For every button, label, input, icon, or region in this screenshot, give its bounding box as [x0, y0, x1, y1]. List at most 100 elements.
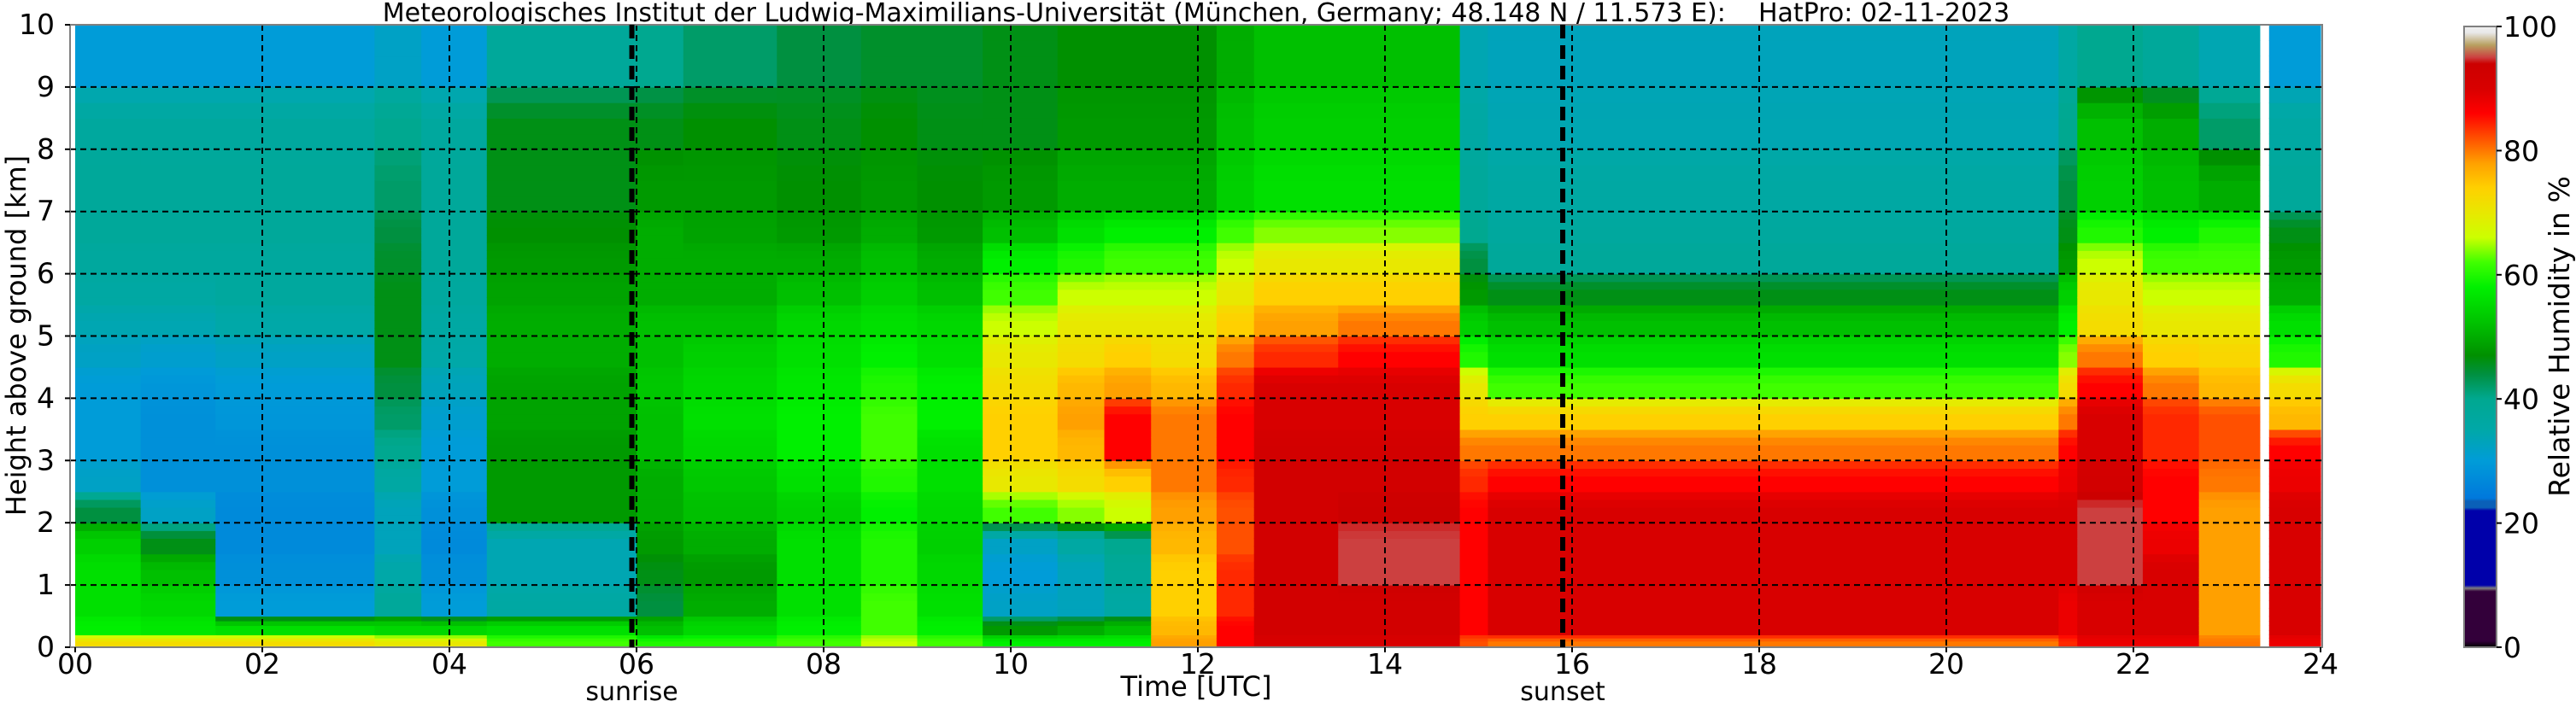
heatmap-cell — [983, 593, 1059, 601]
heatmap-cell — [1253, 546, 1339, 555]
heatmap-cell — [1104, 499, 1152, 508]
heatmap-cell — [983, 336, 1059, 345]
heatmap-cell — [1104, 644, 1152, 648]
heatmap-cell — [2077, 429, 2144, 438]
heatmap-cell — [421, 460, 488, 470]
heatmap-cell — [75, 406, 142, 415]
heatmap-cell — [1104, 460, 1152, 470]
heatmap-cell — [2142, 165, 2200, 181]
heatmap-cell — [1216, 305, 1255, 313]
heatmap-cell — [683, 40, 777, 57]
heatmap-cells — [75, 25, 2321, 648]
heatmap-cell — [1104, 561, 1152, 570]
heatmap-cell — [2142, 468, 2200, 477]
heatmap-cell — [2058, 118, 2078, 135]
heatmap-cell — [1057, 328, 1106, 337]
heatmap-cell — [2058, 165, 2078, 181]
heatmap-cell — [2058, 242, 2078, 251]
heatmap-cell — [917, 625, 983, 631]
heatmap-cell — [2142, 569, 2200, 578]
heatmap-cell — [2198, 71, 2261, 88]
heatmap-cell — [486, 468, 637, 477]
heatmap-cell — [75, 429, 142, 438]
heatmap-cell — [2198, 328, 2261, 337]
heatmap-cell — [1216, 429, 1255, 438]
heatmap-cell — [637, 491, 684, 500]
heatmap-cell — [1151, 638, 1218, 642]
heatmap-cell — [860, 336, 918, 345]
heatmap-cell — [1459, 235, 1489, 243]
heatmap-cell — [1104, 196, 1152, 213]
heatmap-cell — [2077, 219, 2144, 228]
heatmap-cell — [2058, 638, 2078, 642]
heatmap-cell — [917, 538, 983, 547]
heatmap-cell — [917, 453, 983, 461]
heatmap-cell — [1057, 515, 1106, 523]
heatmap-cell — [2198, 359, 2261, 368]
heatmap-cell — [860, 483, 918, 493]
heatmap-cell — [374, 40, 422, 57]
heatmap-cell — [1057, 413, 1106, 423]
heatmap-cell — [215, 250, 375, 259]
heatmap-cell — [75, 546, 142, 555]
heatmap-cell — [1488, 491, 2059, 500]
heatmap-cell — [2142, 429, 2200, 438]
heatmap-cell — [1459, 86, 1489, 103]
heatmap-cell — [777, 468, 862, 477]
heatmap-cell — [2077, 56, 2144, 73]
heatmap-cell — [374, 616, 422, 622]
heatmap-cell — [2198, 593, 2261, 601]
heatmap-cell — [1253, 266, 1339, 275]
heatmap-cell — [421, 351, 488, 360]
heatmap-cell — [1488, 638, 2059, 642]
heatmap-cell — [637, 638, 684, 642]
heatmap-cell — [2198, 638, 2261, 642]
heatmap-cell — [2077, 634, 2144, 639]
heatmap-cell — [1338, 359, 1461, 368]
heatmap-cell — [637, 499, 684, 508]
heatmap-cell — [1488, 593, 2059, 601]
heatmap-cell — [777, 320, 862, 329]
heatmap-cell — [75, 305, 142, 313]
heatmap-cell — [374, 328, 422, 337]
heatmap-cell — [1104, 133, 1152, 150]
heatmap-cell — [2142, 219, 2200, 228]
heatmap-cell — [683, 196, 777, 213]
heatmap-cell — [421, 436, 488, 446]
heatmap-cell — [917, 600, 983, 610]
heatmap-cell — [1104, 250, 1152, 259]
heatmap-cell — [2077, 546, 2144, 555]
heatmap-cell — [374, 383, 422, 391]
heatmap-cell — [917, 561, 983, 570]
heatmap-cell — [2198, 506, 2261, 516]
heatmap-cell — [1216, 538, 1255, 547]
heatmap-cell — [637, 429, 684, 438]
heatmap-cell — [374, 638, 422, 642]
heatmap-cell — [1057, 71, 1106, 88]
heatmap-cell — [860, 258, 918, 267]
heatmap-cell — [683, 593, 777, 601]
heatmap-cell — [637, 118, 684, 135]
heatmap-cell — [1488, 390, 2059, 399]
heatmap-cell — [1253, 616, 1339, 622]
y-tick-label: 9 — [37, 70, 55, 103]
heatmap-cell — [1338, 149, 1461, 166]
heatmap-cell — [2268, 149, 2321, 166]
heatmap-cell — [2058, 436, 2078, 446]
heatmap-cell — [683, 383, 777, 391]
heatmap-cell — [215, 483, 375, 493]
heatmap-cell — [683, 359, 777, 368]
heatmap-cell — [1104, 366, 1152, 376]
heatmap-cell — [1104, 515, 1152, 523]
heatmap-cell — [2077, 366, 2144, 376]
heatmap-cell — [860, 453, 918, 461]
heatmap-cell — [917, 366, 983, 376]
heatmap-cell — [683, 165, 777, 181]
heatmap-cell — [421, 608, 488, 617]
heatmap-cell — [777, 634, 862, 639]
heatmap-cell — [2268, 305, 2321, 313]
heatmap-cell — [860, 538, 918, 547]
heatmap-cell — [75, 351, 142, 360]
heatmap-cell — [777, 436, 862, 446]
heatmap-cell — [486, 25, 637, 41]
